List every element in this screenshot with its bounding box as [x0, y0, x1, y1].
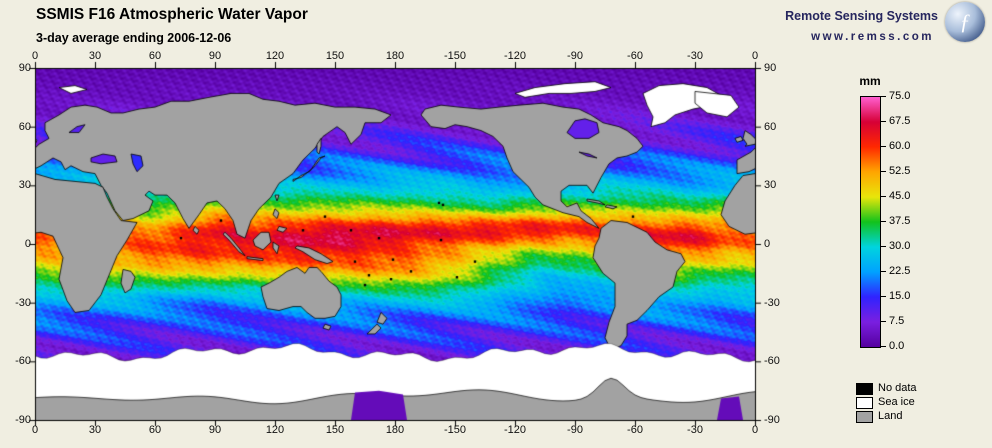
- page-subtitle: 3-day average ending 2006-12-06: [36, 31, 232, 45]
- page-title: SSMIS F16 Atmospheric Water Vapor: [36, 6, 308, 23]
- remss-globe-logo[interactable]: ƒ: [945, 2, 985, 42]
- brand-name: Remote Sensing Systems: [785, 9, 938, 23]
- brand-url-link[interactable]: www.remss.com: [811, 31, 934, 43]
- logo-f-glyph: ƒ: [959, 9, 971, 34]
